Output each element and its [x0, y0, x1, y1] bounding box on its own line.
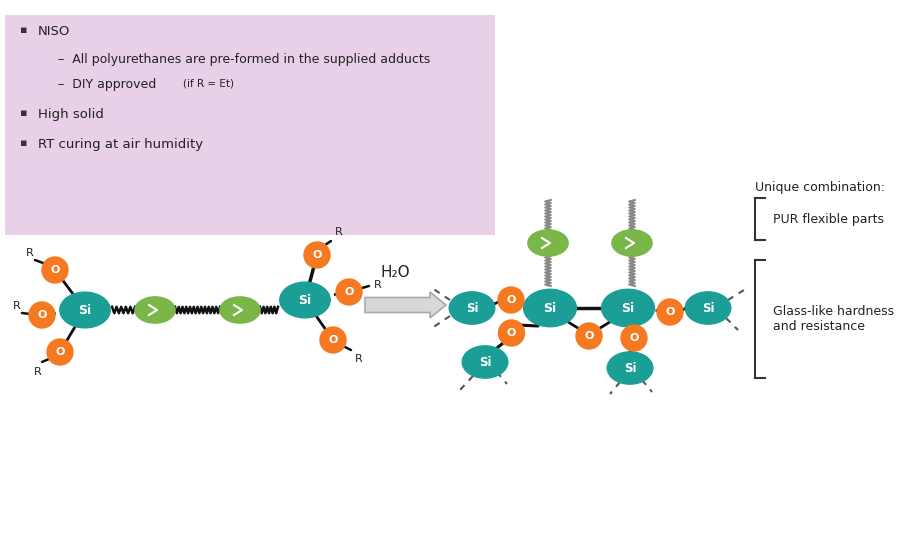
Text: R: R: [335, 227, 343, 237]
Text: Si: Si: [702, 301, 715, 315]
Ellipse shape: [612, 230, 652, 256]
Text: O: O: [507, 328, 517, 338]
Ellipse shape: [449, 292, 495, 324]
Ellipse shape: [280, 282, 330, 318]
Circle shape: [499, 320, 525, 346]
Circle shape: [304, 242, 330, 268]
Text: Si: Si: [624, 361, 636, 375]
Text: Unique combination:: Unique combination:: [755, 182, 885, 195]
Text: O: O: [55, 347, 65, 357]
Circle shape: [657, 299, 683, 325]
Text: Si: Si: [299, 294, 311, 306]
Text: –  All polyurethanes are pre-formed in the supplied adducts: – All polyurethanes are pre-formed in th…: [58, 53, 430, 66]
Circle shape: [498, 287, 524, 313]
Circle shape: [336, 279, 362, 305]
Text: O: O: [328, 335, 338, 345]
Text: RT curing at air humidity: RT curing at air humidity: [38, 138, 203, 151]
Ellipse shape: [608, 352, 652, 384]
Text: PUR flexible parts: PUR flexible parts: [773, 212, 884, 226]
Circle shape: [47, 339, 73, 365]
Text: R: R: [26, 248, 34, 258]
Text: O: O: [665, 307, 675, 317]
Ellipse shape: [601, 289, 654, 327]
Text: H₂O: H₂O: [380, 265, 410, 280]
Text: R: R: [355, 354, 363, 364]
Circle shape: [576, 323, 602, 349]
Text: –  DIY approved: – DIY approved: [58, 78, 160, 91]
Text: O: O: [37, 310, 47, 320]
Circle shape: [29, 302, 55, 328]
Ellipse shape: [463, 346, 508, 378]
Text: O: O: [629, 333, 639, 343]
Text: ▪: ▪: [20, 138, 28, 148]
Text: O: O: [345, 287, 354, 297]
Text: Glass-like hardness
and resistance: Glass-like hardness and resistance: [773, 305, 894, 333]
Circle shape: [320, 327, 346, 353]
Text: O: O: [507, 295, 516, 305]
FancyArrow shape: [365, 292, 446, 318]
Text: Si: Si: [78, 304, 92, 316]
Text: Si: Si: [466, 301, 478, 315]
Text: O: O: [50, 265, 59, 275]
Text: ▪: ▪: [20, 108, 28, 118]
Text: Si: Si: [621, 301, 634, 315]
FancyBboxPatch shape: [5, 15, 495, 235]
Ellipse shape: [59, 292, 110, 328]
Text: O: O: [312, 250, 321, 260]
Ellipse shape: [524, 289, 576, 327]
Circle shape: [621, 325, 647, 351]
Text: R: R: [374, 280, 382, 290]
Text: ▪: ▪: [20, 25, 28, 35]
Text: Si: Si: [479, 355, 491, 368]
Ellipse shape: [220, 297, 260, 323]
Text: Si: Si: [544, 301, 556, 315]
Text: R: R: [14, 301, 21, 311]
Circle shape: [42, 257, 68, 283]
Text: R: R: [34, 367, 42, 377]
Ellipse shape: [135, 297, 175, 323]
Text: O: O: [584, 331, 594, 341]
Text: High solid: High solid: [38, 108, 104, 121]
Text: NISO: NISO: [38, 25, 70, 38]
Text: (if R = Et): (if R = Et): [183, 78, 234, 88]
Ellipse shape: [528, 230, 568, 256]
Ellipse shape: [685, 292, 731, 324]
